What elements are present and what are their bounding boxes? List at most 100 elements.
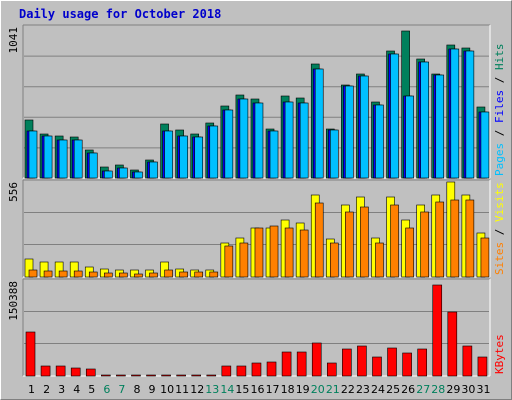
sites-bar — [360, 206, 369, 278]
day-label: 14 — [220, 383, 234, 396]
sites-bar — [345, 211, 354, 278]
kbytes-bar — [101, 374, 111, 377]
pages-bar — [28, 130, 38, 179]
kbytes-bar — [25, 331, 36, 377]
day-label: 24 — [371, 383, 385, 396]
day-label: 7 — [118, 383, 125, 396]
kbytes-bar — [266, 361, 277, 377]
day-label: 15 — [235, 383, 249, 396]
day-label: 25 — [386, 383, 400, 396]
pages-bar — [420, 61, 429, 179]
kbytes-bar — [206, 374, 217, 377]
pages-bar — [450, 48, 460, 179]
day-label: 22 — [341, 383, 355, 396]
pages-bar — [284, 101, 294, 179]
sites-bar — [450, 199, 460, 278]
sites-bar — [329, 242, 339, 278]
sites-bar — [269, 225, 279, 278]
day-label: 21 — [326, 383, 340, 396]
day-label: 31 — [476, 383, 490, 396]
series-legend: Pages / Files / Hits — [493, 44, 506, 177]
pages-bar — [239, 98, 249, 179]
pages-bar — [435, 74, 445, 179]
sites-bar — [88, 271, 98, 278]
kbytes-bar — [357, 345, 367, 377]
pages-bar — [405, 95, 414, 179]
day-label: 12 — [190, 383, 204, 396]
pages-bar — [73, 139, 83, 179]
legend-separator: / — [493, 123, 506, 143]
pages-bar — [254, 102, 264, 179]
pages-bar — [179, 135, 188, 179]
sites-bar — [405, 227, 414, 278]
kbytes-bar — [251, 362, 262, 377]
legend-entry: KBytes — [493, 334, 506, 374]
pages-bar — [375, 104, 384, 179]
pages-bar — [134, 171, 143, 179]
sites-bar — [194, 271, 204, 278]
legend-separator: / — [493, 70, 506, 90]
legend-entry: Pages — [493, 143, 506, 176]
pages-bar — [164, 130, 173, 179]
y-max-label: 1041 — [7, 27, 20, 54]
day-label: 26 — [401, 383, 415, 396]
day-label: 23 — [356, 383, 370, 396]
legend-entry: Files — [493, 90, 506, 123]
day-label: 5 — [88, 383, 95, 396]
sites-bar — [73, 270, 83, 278]
pages-bar — [119, 167, 128, 179]
sites-bar — [284, 227, 294, 278]
day-label: 16 — [251, 383, 265, 396]
kbytes-bars — [25, 284, 488, 377]
pages-bar — [88, 152, 98, 179]
sites-bar — [149, 272, 158, 278]
kbytes-bar — [236, 365, 247, 377]
sites-bar — [209, 271, 219, 278]
pages-bar — [58, 139, 68, 179]
sites-bar — [28, 269, 38, 278]
sites-bar — [435, 201, 445, 278]
sites-bar — [179, 271, 188, 278]
pages-bar — [314, 68, 324, 179]
day-label: 20 — [311, 383, 325, 396]
kbytes-bar — [70, 367, 81, 377]
pages-bar — [43, 135, 53, 179]
sites-bar — [465, 199, 475, 278]
pages-bar — [104, 170, 113, 179]
sites-bar — [480, 237, 490, 278]
legend-entry: Hits — [493, 44, 506, 71]
day-label: 28 — [431, 383, 445, 396]
day-label: 18 — [281, 383, 295, 396]
pages-bar — [224, 109, 234, 179]
kbytes-bar — [432, 284, 443, 377]
pages-bar — [465, 50, 475, 179]
kbytes-bar — [342, 348, 352, 377]
sites-bar — [314, 202, 324, 278]
day-label: 19 — [296, 383, 310, 396]
pages-bar — [480, 111, 490, 179]
day-label: 13 — [205, 383, 219, 396]
sites-bar — [164, 269, 173, 278]
day-label: 27 — [416, 383, 430, 396]
y-max-label: 556 — [7, 182, 20, 202]
kbytes-bar — [116, 374, 126, 377]
kbytes-bar — [176, 374, 186, 377]
kbytes-bar — [85, 368, 96, 377]
y-max-label: 150388 — [7, 281, 20, 321]
day-label: 3 — [58, 383, 65, 396]
pages-bar — [269, 130, 279, 179]
kbytes-bar — [372, 356, 382, 377]
sites-bar — [390, 204, 399, 278]
kbytes-bar — [387, 347, 397, 377]
kbytes-bar — [281, 351, 292, 377]
legend-separator: / — [493, 222, 506, 242]
kbytes-bar — [447, 311, 458, 377]
sites-bar — [420, 211, 429, 278]
kbytes-bar — [221, 365, 232, 377]
sites-bar — [239, 242, 249, 278]
pages-bar — [345, 85, 354, 179]
day-label: 29 — [446, 383, 460, 396]
kbytes-bar — [131, 374, 141, 377]
sites-bar — [104, 272, 113, 278]
pages-bar — [329, 129, 339, 179]
